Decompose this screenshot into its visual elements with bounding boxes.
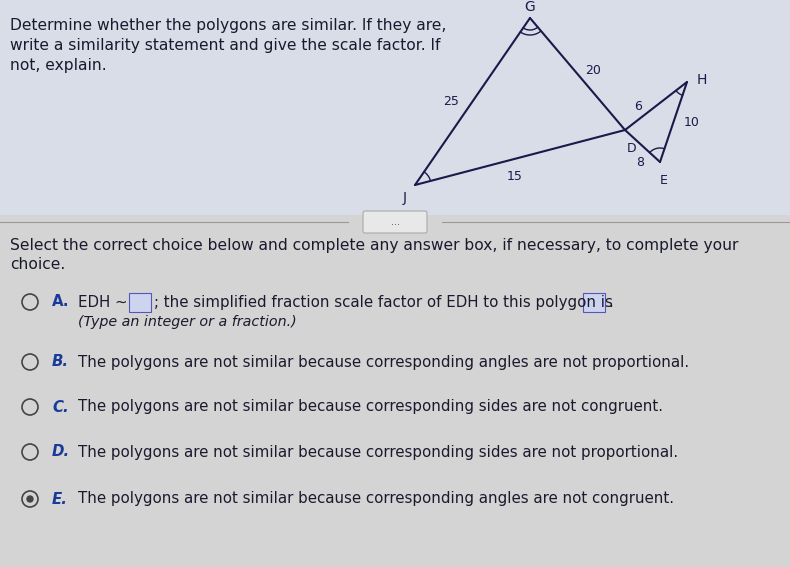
Text: The polygons are not similar because corresponding angles are not proportional.: The polygons are not similar because cor… [78,354,689,370]
Text: E: E [660,174,668,187]
Text: The polygons are not similar because corresponding sides are not congruent.: The polygons are not similar because cor… [78,400,663,414]
Bar [0,231,790,567]
Text: 15: 15 [507,170,523,183]
Text: E.: E. [52,492,68,506]
Text: 10: 10 [683,116,699,129]
Text: D: D [627,142,637,155]
Text: .: . [608,295,613,310]
Text: EDH ∼: EDH ∼ [78,295,128,310]
Text: 6: 6 [634,99,642,112]
Text: choice.: choice. [10,257,66,272]
Text: (Type an integer or a fraction.): (Type an integer or a fraction.) [78,315,296,329]
Text: The polygons are not similar because corresponding sides are not proportional.: The polygons are not similar because cor… [78,445,678,459]
Text: G: G [525,0,536,14]
Text: ; the simplified fraction scale factor of EDH to this polygon is: ; the simplified fraction scale factor o… [154,295,613,310]
Text: Determine whether the polygons are similar. If they are,: Determine whether the polygons are simil… [10,18,446,33]
Text: A.: A. [52,294,70,310]
Text: B.: B. [52,354,70,370]
Text: The polygons are not similar because corresponding angles are not congruent.: The polygons are not similar because cor… [78,492,674,506]
Text: J: J [403,191,407,205]
Text: 25: 25 [442,95,458,108]
Text: D.: D. [52,445,70,459]
Text: H: H [697,73,707,87]
FancyBboxPatch shape [583,293,605,312]
Text: 20: 20 [585,64,601,77]
Bar [0,0,790,215]
Text: Select the correct choice below and complete any answer box, if necessary, to co: Select the correct choice below and comp… [10,238,739,253]
FancyBboxPatch shape [129,293,151,312]
Text: not, explain.: not, explain. [10,58,107,73]
Circle shape [27,496,33,502]
Text: write a similarity statement and give the scale factor. If: write a similarity statement and give th… [10,38,441,53]
Text: 8: 8 [637,156,645,169]
FancyBboxPatch shape [363,211,427,233]
Text: ...: ... [390,217,400,227]
Text: C.: C. [52,400,69,414]
